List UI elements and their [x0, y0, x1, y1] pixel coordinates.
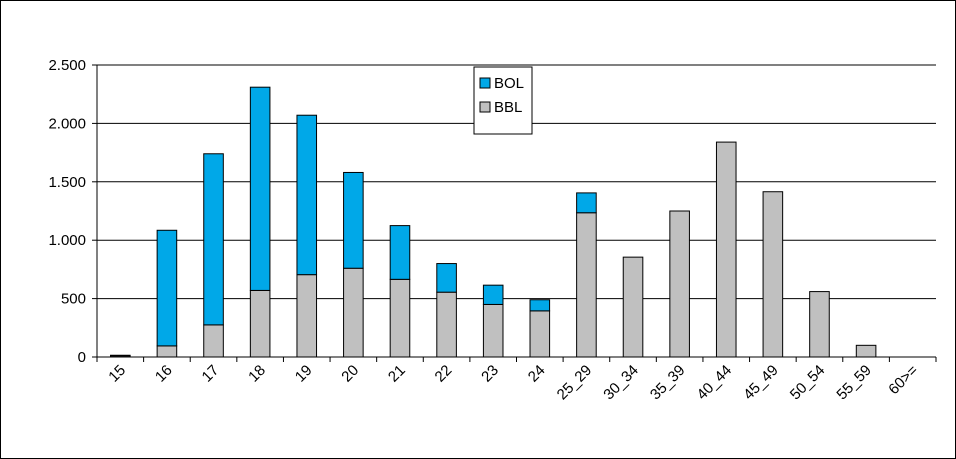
x-tick-label: 21: [385, 362, 409, 386]
legend-swatch-bbl: [479, 101, 491, 113]
x-tick-label: 55_59: [833, 362, 875, 404]
bar-bbl-16: [156, 345, 178, 358]
bar-bol-19: [296, 114, 318, 276]
bar-bbl-17: [203, 324, 224, 358]
x-tick-label: 24: [525, 362, 549, 386]
bar-bbl-24: [529, 310, 551, 358]
bar-bbl-35_39: [669, 210, 690, 358]
bar-bbl-21: [389, 278, 411, 358]
x-tick-label: 18: [245, 362, 269, 386]
bar-bbl-30_34: [622, 256, 644, 358]
legend: BOL BBL: [473, 66, 533, 135]
bar-bol-17: [203, 153, 224, 326]
x-tick-label: 20: [338, 362, 362, 386]
bar-bol-24: [529, 299, 551, 312]
bar-bol-21: [389, 225, 411, 280]
x-tick-label: 45_49: [740, 362, 782, 404]
y-tick-label: 1.500: [48, 174, 86, 191]
legend-label-bbl: BBL: [494, 99, 522, 116]
gridlines: [97, 64, 936, 300]
bar-bbl-40_44: [715, 141, 737, 358]
bar-bol-18: [249, 86, 271, 291]
x-tick-label: 23: [478, 362, 502, 386]
legend-swatch-bol: [479, 77, 491, 89]
bar-bbl-50_54: [809, 291, 830, 358]
legend-label-bol: BOL: [494, 75, 524, 92]
y-tick-label: 0: [78, 349, 86, 366]
y-tick-label: 2.500: [48, 57, 86, 74]
x-tick-label: 16: [152, 362, 176, 386]
bar-bbl-20: [343, 267, 364, 358]
bar-bbl-22: [436, 291, 457, 358]
bar-bbl-19: [296, 274, 318, 358]
x-tick-label: 15: [105, 362, 129, 386]
y-tick-label: 1.000: [48, 232, 86, 249]
x-tick-label: 22: [432, 362, 456, 386]
bar-bol-25_29: [576, 192, 597, 214]
bar-bbl-25_29: [576, 212, 597, 358]
x-tick-label: 60>=: [885, 362, 921, 398]
x-tick-label: 35_39: [647, 362, 689, 404]
bar-bol-16: [156, 229, 178, 347]
x-tick-label: 17: [199, 362, 223, 386]
x-tick-label: 30_34: [600, 362, 642, 404]
x-tick-label: 25_29: [554, 362, 596, 404]
bar-bbl-23: [482, 303, 504, 358]
y-tick-label: 2.000: [48, 115, 86, 132]
x-tick-label: 40_44: [694, 362, 736, 404]
bar-bbl-55_59: [855, 344, 877, 358]
bar-bbl-18: [249, 289, 271, 358]
x-tick-label: 19: [292, 362, 316, 386]
bar-bbl-45_49: [762, 191, 784, 358]
bar-bol-15: [110, 354, 131, 357]
bar-bol-23: [482, 284, 504, 305]
x-tick-label: 50_54: [787, 362, 829, 404]
bar-bol-20: [343, 171, 364, 269]
bar-bol-22: [436, 263, 457, 293]
y-tick-label: 500: [61, 291, 86, 308]
